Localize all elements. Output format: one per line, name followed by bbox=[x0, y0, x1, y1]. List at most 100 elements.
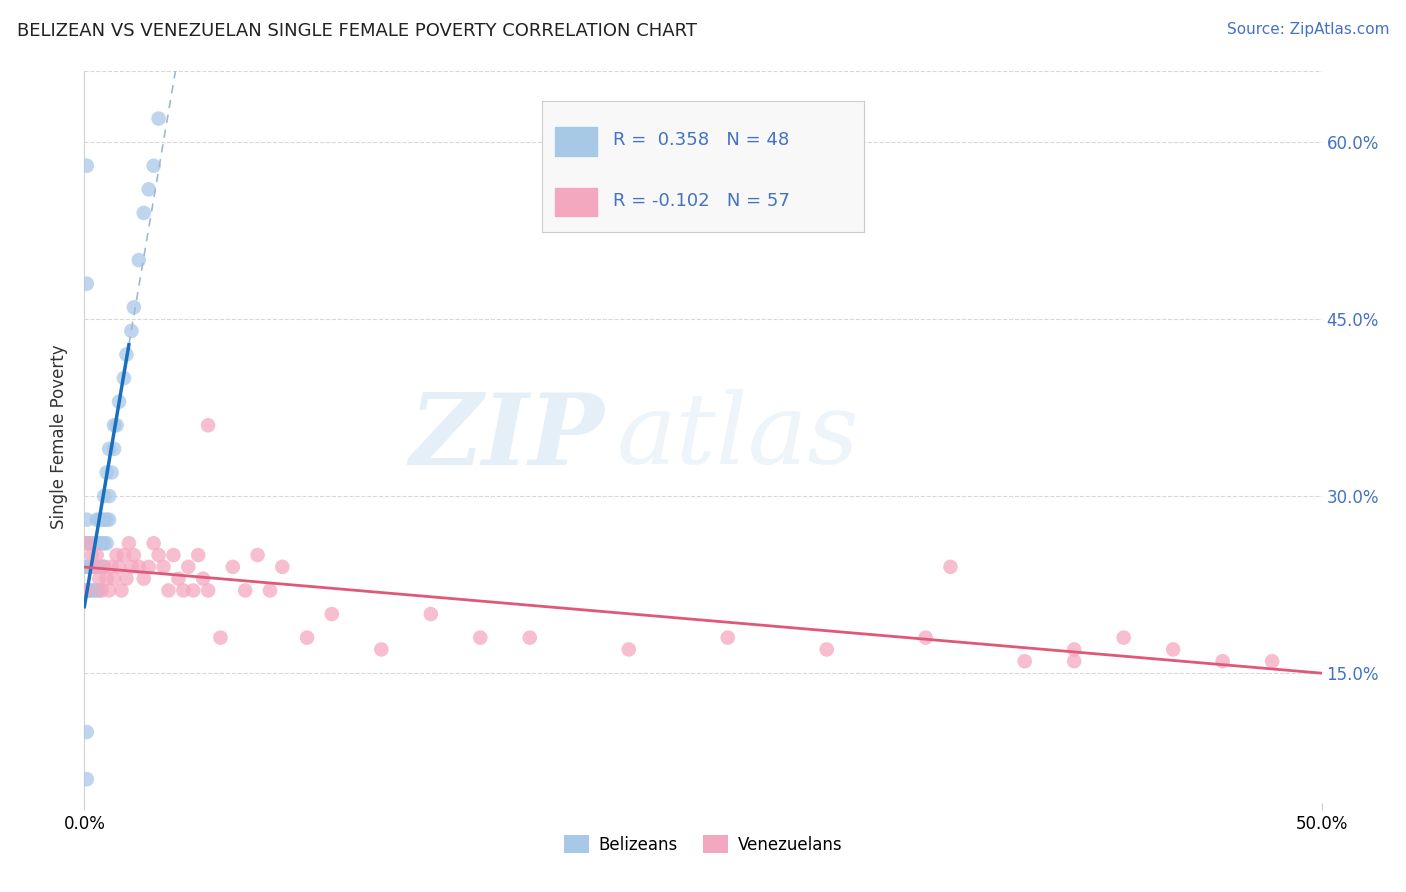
Point bbox=[197, 418, 219, 433]
Point bbox=[89, 572, 111, 586]
Point bbox=[1261, 654, 1284, 668]
Point bbox=[90, 559, 112, 574]
Point bbox=[79, 536, 101, 550]
Point bbox=[519, 631, 541, 645]
Point bbox=[1063, 654, 1085, 668]
Point bbox=[86, 559, 108, 574]
Point bbox=[86, 548, 108, 562]
Point bbox=[89, 536, 111, 550]
Point bbox=[80, 536, 103, 550]
Point bbox=[939, 559, 962, 574]
Point bbox=[96, 536, 118, 550]
Point bbox=[148, 112, 170, 126]
Point bbox=[89, 583, 111, 598]
Point bbox=[148, 548, 170, 562]
Text: ZIP: ZIP bbox=[409, 389, 605, 485]
Point bbox=[115, 347, 138, 361]
Point bbox=[167, 572, 190, 586]
Point bbox=[112, 371, 135, 385]
Point bbox=[90, 513, 112, 527]
Point bbox=[103, 572, 125, 586]
Point bbox=[98, 442, 121, 456]
Point bbox=[1212, 654, 1234, 668]
Point bbox=[80, 583, 103, 598]
Point bbox=[815, 642, 838, 657]
Point bbox=[120, 324, 142, 338]
Text: atlas: atlas bbox=[616, 390, 859, 484]
Point bbox=[191, 572, 214, 586]
Point bbox=[79, 583, 101, 598]
Point bbox=[717, 631, 740, 645]
Point bbox=[76, 536, 98, 550]
Point bbox=[103, 442, 125, 456]
Point bbox=[110, 583, 132, 598]
Point bbox=[86, 583, 108, 598]
Point bbox=[112, 548, 135, 562]
Point bbox=[209, 631, 232, 645]
Point bbox=[96, 466, 118, 480]
Point bbox=[128, 559, 150, 574]
Point bbox=[1161, 642, 1184, 657]
Point bbox=[128, 253, 150, 268]
Point bbox=[370, 642, 392, 657]
Point bbox=[100, 466, 122, 480]
Point bbox=[76, 559, 98, 574]
Point bbox=[295, 631, 318, 645]
Point bbox=[132, 572, 155, 586]
Point bbox=[470, 631, 492, 645]
Point bbox=[103, 418, 125, 433]
Point bbox=[142, 159, 165, 173]
Point bbox=[76, 583, 98, 598]
Point bbox=[246, 548, 269, 562]
Point bbox=[76, 536, 98, 550]
Text: BELIZEAN VS VENEZUELAN SINGLE FEMALE POVERTY CORRELATION CHART: BELIZEAN VS VENEZUELAN SINGLE FEMALE POV… bbox=[17, 22, 697, 40]
Point bbox=[271, 559, 294, 574]
Point bbox=[76, 583, 98, 598]
Text: Source: ZipAtlas.com: Source: ZipAtlas.com bbox=[1226, 22, 1389, 37]
Point bbox=[222, 559, 245, 574]
Point bbox=[172, 583, 194, 598]
Point bbox=[80, 559, 103, 574]
Point bbox=[90, 536, 112, 550]
Point bbox=[76, 277, 98, 291]
Point bbox=[98, 489, 121, 503]
Point bbox=[233, 583, 256, 598]
Point bbox=[93, 559, 115, 574]
Point bbox=[1063, 642, 1085, 657]
Point bbox=[132, 206, 155, 220]
Point bbox=[118, 536, 141, 550]
Point bbox=[419, 607, 441, 621]
Point bbox=[138, 182, 160, 196]
Point bbox=[152, 559, 174, 574]
Point bbox=[181, 583, 204, 598]
Point bbox=[197, 583, 219, 598]
Point bbox=[93, 559, 115, 574]
Point bbox=[187, 548, 209, 562]
Point bbox=[96, 513, 118, 527]
Point bbox=[83, 583, 105, 598]
Point bbox=[115, 572, 138, 586]
Point bbox=[105, 418, 128, 433]
Point bbox=[76, 725, 98, 739]
Legend: Belizeans, Venezuelans: Belizeans, Venezuelans bbox=[557, 829, 849, 860]
Point bbox=[122, 301, 145, 315]
Point bbox=[157, 583, 180, 598]
Point bbox=[914, 631, 936, 645]
Point bbox=[122, 548, 145, 562]
Point bbox=[93, 536, 115, 550]
Point bbox=[83, 559, 105, 574]
Point bbox=[89, 559, 111, 574]
Point bbox=[1014, 654, 1036, 668]
Point bbox=[108, 559, 131, 574]
Point bbox=[142, 536, 165, 550]
Point bbox=[259, 583, 281, 598]
Point bbox=[108, 394, 131, 409]
Point bbox=[76, 513, 98, 527]
Point bbox=[100, 559, 122, 574]
Point bbox=[90, 583, 112, 598]
Y-axis label: Single Female Poverty: Single Female Poverty bbox=[51, 345, 69, 529]
Point bbox=[98, 583, 121, 598]
Point bbox=[96, 572, 118, 586]
Point bbox=[93, 513, 115, 527]
Point bbox=[162, 548, 184, 562]
